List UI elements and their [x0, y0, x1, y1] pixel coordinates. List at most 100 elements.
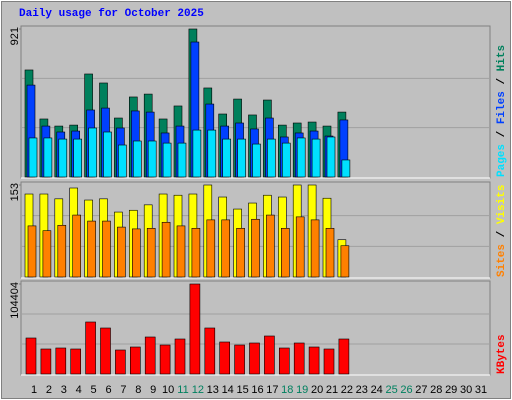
- bar: [25, 337, 37, 375]
- bar: [296, 137, 306, 178]
- bar: [323, 348, 335, 375]
- bar: [132, 228, 141, 278]
- x-tick-label: 28: [430, 384, 442, 396]
- bar: [43, 137, 53, 178]
- x-tick-label: 13: [207, 384, 219, 396]
- x-tick-label: 21: [326, 384, 338, 396]
- x-tick-label: 22: [341, 384, 353, 396]
- bar: [310, 219, 320, 278]
- bar: [146, 227, 156, 278]
- bar: [249, 342, 260, 375]
- x-tick-label: 12: [192, 384, 204, 396]
- legend-separator: /: [496, 224, 508, 244]
- bar: [42, 230, 52, 278]
- x-tick-label: 16: [251, 384, 263, 396]
- x-tick-label: 18: [281, 384, 293, 396]
- x-tick-label: 7: [120, 384, 126, 396]
- x-tick-label: 29: [445, 384, 457, 396]
- bar: [130, 346, 141, 375]
- legend-entry: Hits: [496, 45, 508, 71]
- bar: [234, 344, 245, 375]
- x-tick-label: 6: [105, 384, 111, 396]
- bar: [100, 327, 111, 375]
- x-tick-label: 11: [177, 384, 188, 396]
- x-tick-label: 1: [31, 384, 37, 396]
- bar: [102, 220, 111, 278]
- bar: [103, 131, 112, 178]
- legend-entry: Pages: [496, 144, 508, 177]
- x-tick-label: 20: [311, 384, 323, 396]
- legend: Sites / Visits: [496, 185, 508, 277]
- chart-title: Daily usage for October 2025: [19, 8, 204, 20]
- bar: [87, 220, 96, 278]
- legend-entry: KBytes: [496, 334, 508, 374]
- x-tick-label: 19: [296, 384, 308, 396]
- bar: [133, 140, 142, 178]
- legend-entry: Sites: [496, 244, 508, 277]
- x-tick-label: 4: [76, 384, 82, 396]
- bar: [177, 142, 187, 178]
- bar: [189, 283, 201, 375]
- bar: [72, 214, 81, 278]
- x-tick-label: 3: [61, 384, 67, 396]
- bar: [70, 348, 81, 375]
- bar: [176, 225, 186, 278]
- bar: [219, 341, 230, 375]
- x-tick-label: 15: [236, 384, 248, 396]
- y-tick-label: 921: [9, 27, 21, 45]
- bar: [341, 159, 351, 178]
- legend-entry: Visits: [496, 185, 508, 225]
- x-tick-label: 27: [415, 384, 427, 396]
- bar: [251, 218, 260, 278]
- bar: [57, 224, 67, 278]
- bar: [207, 129, 217, 178]
- y-tick-label: 153: [9, 183, 21, 201]
- bar: [27, 225, 37, 278]
- bar: [40, 348, 52, 375]
- legend: KBytes: [496, 334, 508, 374]
- bar: [88, 127, 97, 178]
- bar: [117, 226, 126, 278]
- x-tick-label: 2: [46, 384, 52, 396]
- bar: [144, 336, 156, 375]
- x-tick-label: 5: [91, 384, 97, 396]
- legend-separator: /: [496, 124, 508, 144]
- bar: [281, 142, 291, 178]
- x-tick-label: 17: [266, 384, 278, 396]
- legend: Pages / Files / Hits: [496, 45, 508, 177]
- bar: [206, 219, 216, 278]
- x-tick-label: 25: [385, 384, 397, 396]
- bar: [204, 327, 216, 375]
- bar: [295, 216, 305, 278]
- legend-separator: /: [496, 71, 508, 91]
- bar: [221, 219, 230, 278]
- bar: [191, 227, 201, 278]
- bar: [278, 347, 290, 375]
- x-tick-label: 9: [150, 384, 156, 396]
- bar: [311, 138, 321, 178]
- x-tick-label: 23: [356, 384, 368, 396]
- bar: [174, 338, 186, 375]
- bar: [159, 344, 171, 375]
- bar: [252, 143, 261, 178]
- bar: [58, 138, 68, 178]
- x-tick-label: 14: [222, 384, 234, 396]
- bar: [222, 138, 231, 178]
- bar: [338, 338, 350, 375]
- bar: [267, 138, 276, 178]
- bar: [55, 347, 67, 375]
- bar: [340, 245, 350, 278]
- bar: [266, 214, 275, 278]
- bar: [115, 349, 126, 375]
- bar: [237, 138, 246, 178]
- bar: [326, 136, 336, 178]
- bar: [161, 221, 171, 278]
- x-tick-label: 8: [135, 384, 141, 396]
- x-tick-label: 31: [475, 384, 487, 396]
- x-tick-label: 24: [371, 384, 383, 396]
- x-tick-label: 10: [162, 384, 174, 396]
- bar: [162, 142, 172, 178]
- bar: [293, 342, 305, 375]
